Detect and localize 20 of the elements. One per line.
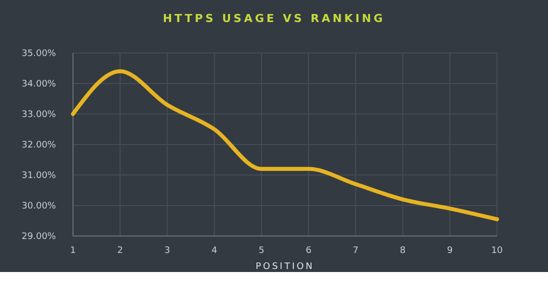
line-series <box>71 69 499 222</box>
y-tick-label: 32.00% <box>22 140 56 151</box>
x-tick-label: 6 <box>306 246 312 256</box>
y-tick-label: 30.00% <box>22 202 56 212</box>
x-tick-label: 4 <box>211 246 218 256</box>
y-tick-label: 34.00% <box>22 80 56 90</box>
x-axis-title: POSITION <box>256 262 314 272</box>
x-tick-label: 10 <box>491 246 503 256</box>
x-tick-label: 1 <box>70 246 76 256</box>
x-tick-label: 5 <box>258 246 264 256</box>
x-tick-label: 2 <box>117 246 123 256</box>
y-tick-label: 35.00% <box>22 49 56 60</box>
x-tick-label: 7 <box>352 246 359 256</box>
x-tick-label: 9 <box>447 246 454 256</box>
chart-title: HTTPS USAGE VS RANKING <box>162 12 386 25</box>
x-tick-label: 3 <box>164 246 170 256</box>
x-tick-label: 8 <box>400 246 406 256</box>
y-tick-label: 33.00% <box>22 110 56 120</box>
y-tick-label: 29.00% <box>22 232 56 242</box>
y-tick-label: 31.00% <box>22 171 56 182</box>
